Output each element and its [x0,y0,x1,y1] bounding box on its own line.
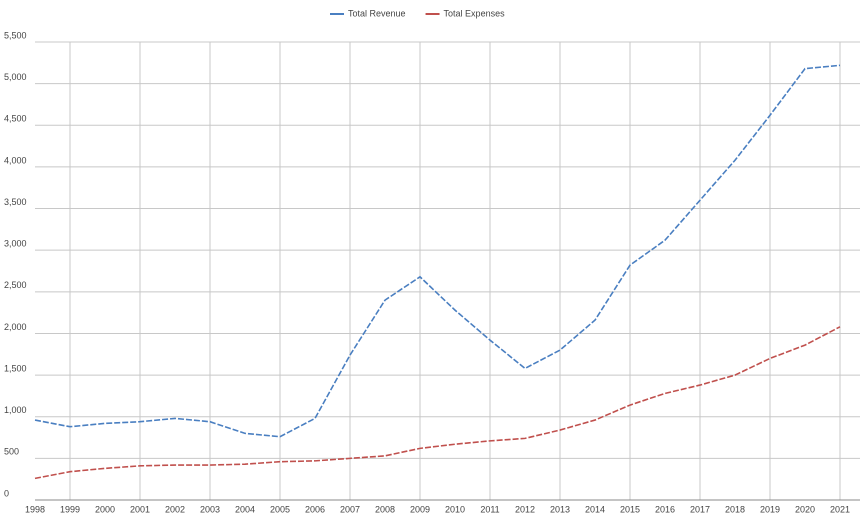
x-tick-label: 2019 [760,504,780,514]
y-tick-label: 5,000 [4,72,27,82]
y-tick-label: 1,000 [4,405,27,415]
x-tick-label: 2002 [165,504,185,514]
x-tick-label: 2005 [270,504,290,514]
series-line [34,326,841,480]
x-tick-label: 2008 [375,504,395,514]
x-tick-label: 2000 [95,504,115,514]
y-tick-label: 4,000 [4,155,27,165]
x-tick-label: 2016 [655,504,675,514]
y-tick-label: 5,500 [4,30,27,40]
y-tick-label: 1,500 [4,363,27,373]
x-tick-label: 2007 [340,504,360,514]
x-tick-label: 2020 [795,504,815,514]
x-tick-label: 2021 [830,504,850,514]
x-tick-label: 2001 [130,504,150,514]
y-tick-label: 2,000 [4,322,27,332]
x-tick-label: 2004 [235,504,255,514]
x-tick-label: 2018 [725,504,745,514]
x-tick-label: 2012 [515,504,535,514]
series-line [34,64,841,438]
y-tick-label: 500 [4,447,19,457]
x-tick-label: 2015 [620,504,640,514]
x-tick-label: 2013 [550,504,570,514]
x-tick-label: 2009 [410,504,430,514]
y-tick-label: 3,500 [4,197,27,207]
x-tick-label: 2011 [480,504,499,514]
x-tick-label: 2003 [200,504,220,514]
y-tick-label: 2,500 [4,280,27,290]
x-tick-label: 1998 [25,504,45,514]
y-tick-label: 0 [4,488,9,498]
x-tick-label: 2017 [690,504,710,514]
y-tick-label: 4,500 [4,114,27,124]
x-tick-label: 2014 [585,504,605,514]
x-tick-label: 2006 [305,504,325,514]
legend-label: Total Revenue [348,8,406,18]
legend-label: Total Expenses [444,8,506,18]
x-tick-label: 1999 [60,504,80,514]
x-tick-label: 2010 [445,504,465,514]
y-tick-label: 3,000 [4,239,27,249]
